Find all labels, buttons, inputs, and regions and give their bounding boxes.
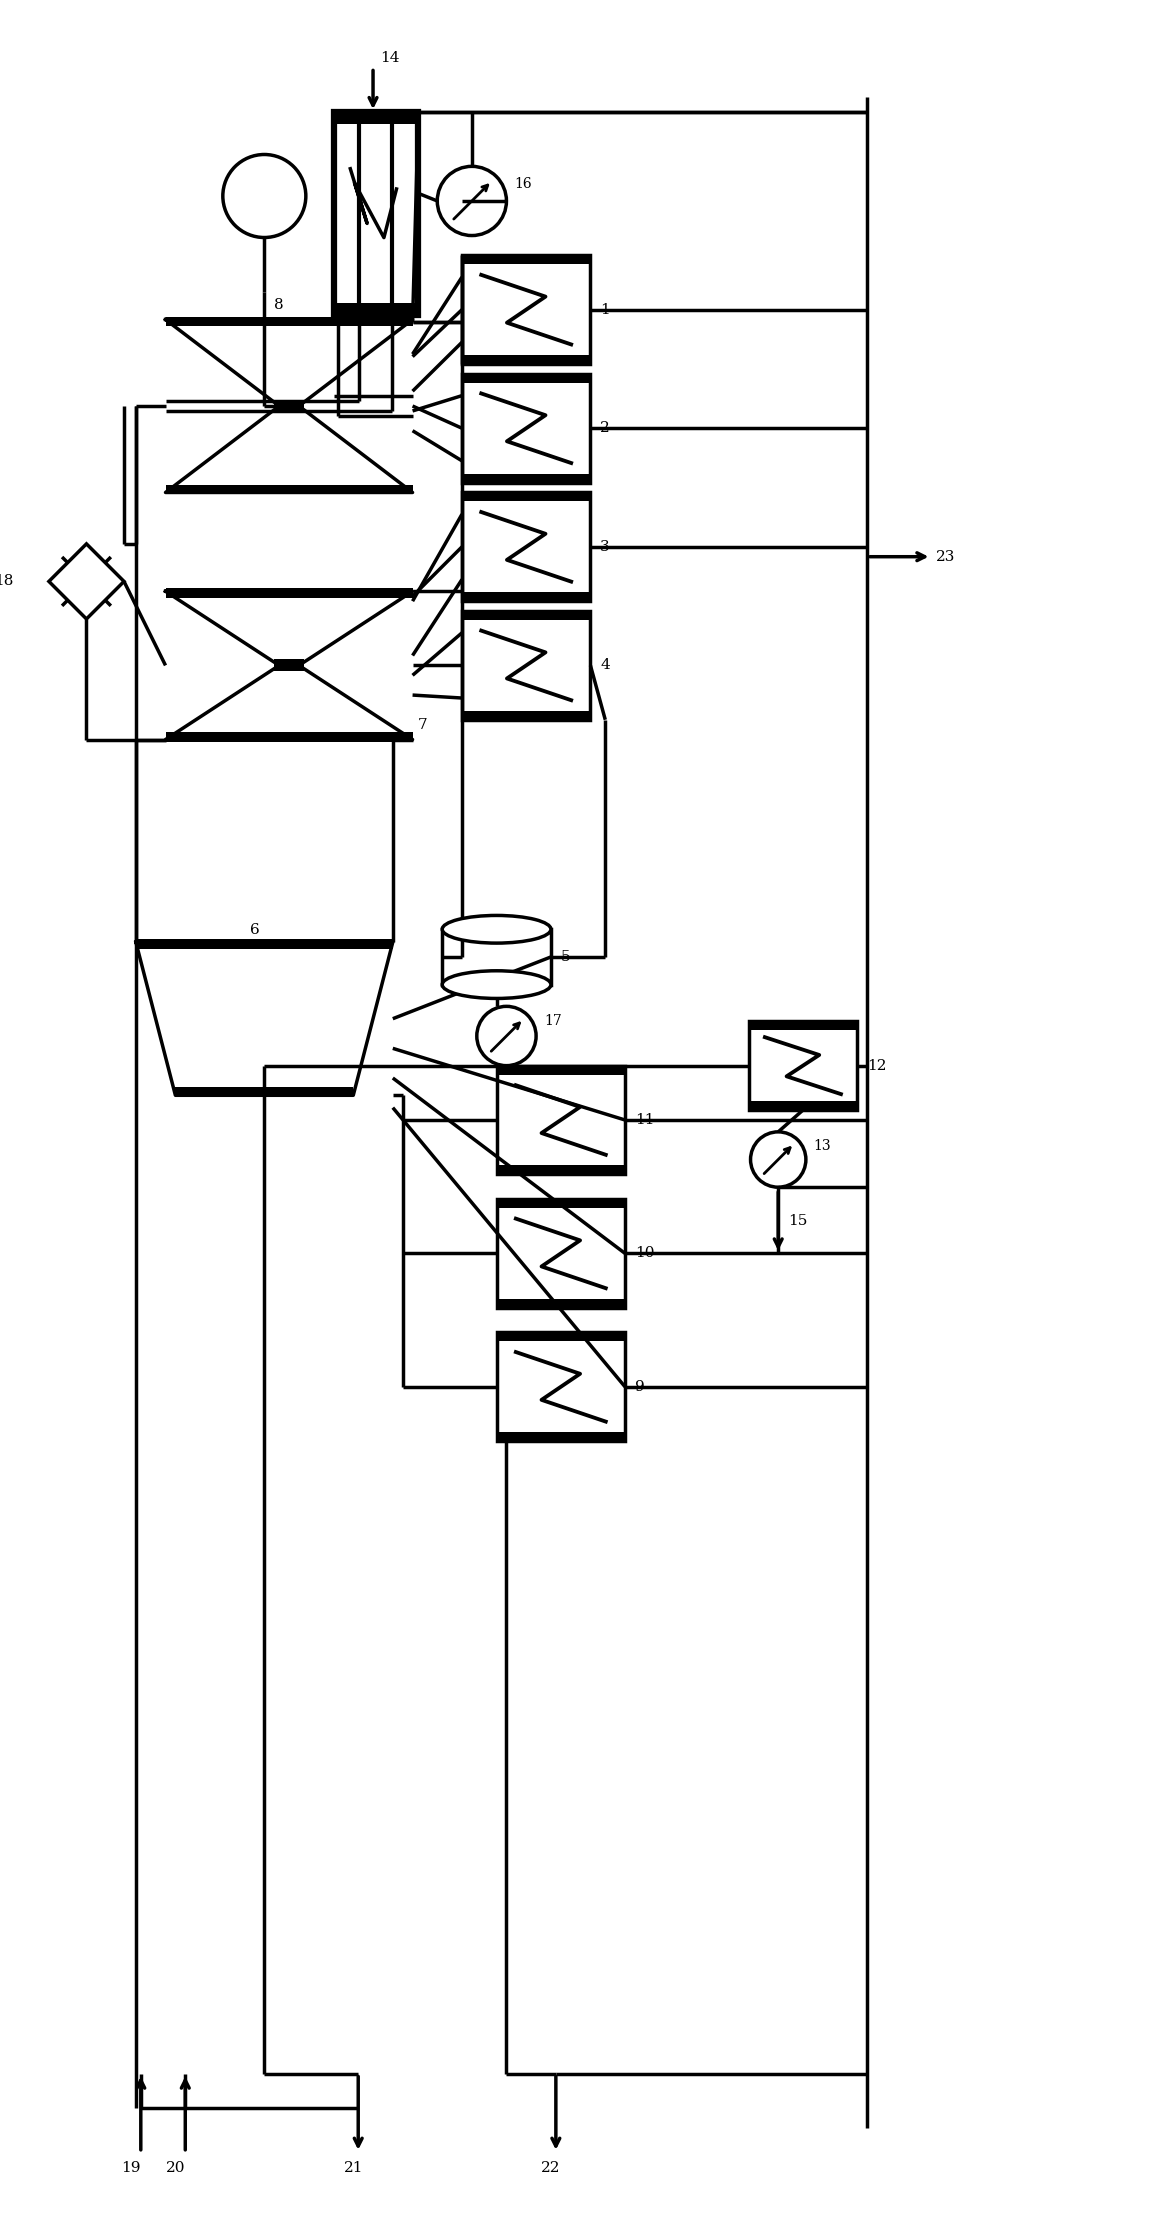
Text: 2: 2 xyxy=(600,421,610,435)
Ellipse shape xyxy=(442,970,550,999)
Text: 4: 4 xyxy=(600,659,610,672)
Polygon shape xyxy=(166,591,413,665)
Ellipse shape xyxy=(442,916,550,943)
Bar xyxy=(497,1431,625,1440)
Bar xyxy=(462,374,590,482)
Text: 12: 12 xyxy=(868,1060,886,1073)
Bar xyxy=(166,316,413,327)
Bar xyxy=(462,591,590,600)
Text: 20: 20 xyxy=(166,2162,185,2175)
Text: 15: 15 xyxy=(788,1214,808,1228)
Bar xyxy=(497,1299,625,1308)
Text: 21: 21 xyxy=(344,2162,363,2175)
Polygon shape xyxy=(166,665,413,739)
Bar xyxy=(462,356,590,365)
Text: 8: 8 xyxy=(274,298,283,311)
Bar xyxy=(497,1333,625,1440)
Text: 23: 23 xyxy=(936,549,956,564)
Polygon shape xyxy=(166,320,413,405)
Bar xyxy=(497,1331,625,1342)
Polygon shape xyxy=(166,405,413,493)
Bar xyxy=(497,1198,625,1308)
Polygon shape xyxy=(49,544,124,618)
Text: 9: 9 xyxy=(635,1380,645,1393)
Text: G: G xyxy=(258,186,272,206)
Bar xyxy=(497,1165,625,1174)
Bar xyxy=(749,1102,857,1111)
Bar xyxy=(462,609,590,620)
Text: 16: 16 xyxy=(514,177,532,190)
Text: 18: 18 xyxy=(0,573,14,589)
Bar xyxy=(462,255,590,365)
Bar xyxy=(749,1019,857,1030)
Text: 11: 11 xyxy=(635,1113,654,1127)
Text: 13: 13 xyxy=(814,1138,831,1154)
Text: 6: 6 xyxy=(250,923,259,936)
Text: 17: 17 xyxy=(545,1015,562,1028)
Text: 5: 5 xyxy=(561,950,570,963)
Bar xyxy=(175,1086,353,1098)
Text: 7: 7 xyxy=(417,717,427,732)
Text: 1: 1 xyxy=(600,302,610,316)
Bar xyxy=(462,473,590,482)
Bar xyxy=(749,1021,857,1111)
Bar xyxy=(442,930,550,986)
Bar xyxy=(462,491,590,502)
Bar xyxy=(166,589,413,598)
Polygon shape xyxy=(136,943,393,1095)
Bar xyxy=(333,302,417,316)
Text: 14: 14 xyxy=(380,52,400,65)
Text: 19: 19 xyxy=(121,2162,141,2175)
Bar xyxy=(497,1064,625,1075)
Text: 22: 22 xyxy=(541,2162,561,2175)
Bar xyxy=(462,493,590,600)
Bar xyxy=(462,255,590,264)
Circle shape xyxy=(223,155,305,237)
Bar xyxy=(462,710,590,719)
Bar xyxy=(462,612,590,719)
Bar xyxy=(166,484,413,495)
Bar xyxy=(274,401,304,412)
Bar xyxy=(462,372,590,383)
Bar xyxy=(274,659,304,672)
Text: 3: 3 xyxy=(600,540,610,553)
Bar xyxy=(166,732,413,741)
Bar xyxy=(497,1066,625,1174)
Text: 10: 10 xyxy=(635,1245,654,1261)
Bar xyxy=(333,110,417,123)
Bar xyxy=(333,112,417,314)
Bar xyxy=(497,1198,625,1207)
Bar xyxy=(136,939,393,950)
